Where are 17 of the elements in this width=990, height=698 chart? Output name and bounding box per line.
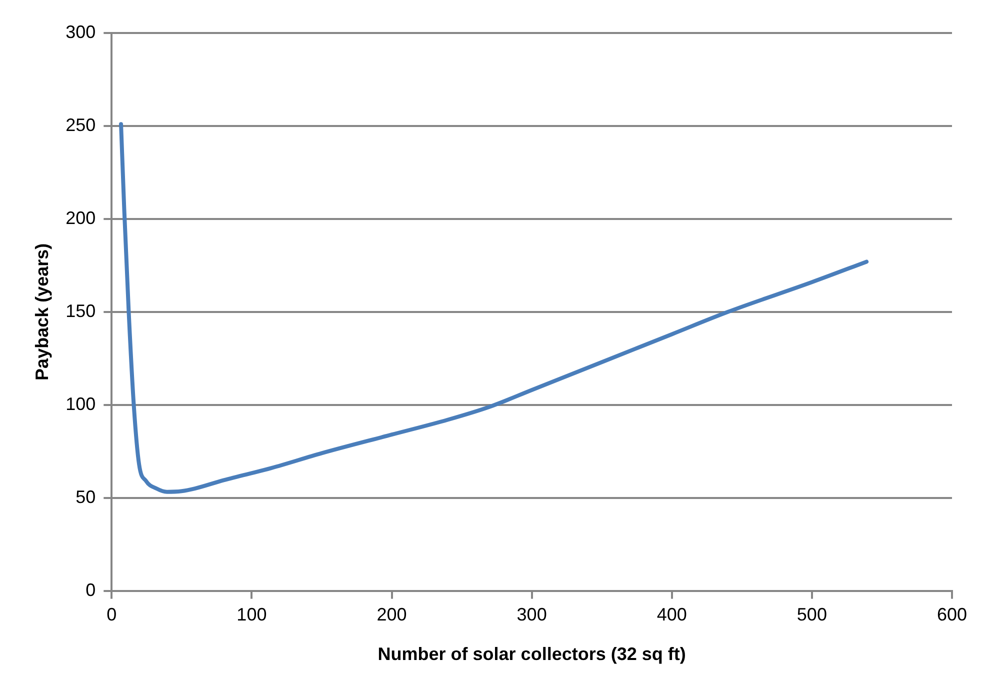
y-tick-label: 50	[76, 486, 96, 507]
x-axis-title: Number of solar collectors (32 sq ft)	[378, 644, 686, 664]
x-tick-label: 200	[376, 604, 407, 625]
y-tick-label: 200	[66, 208, 96, 228]
y-tick-label: 100	[66, 394, 96, 414]
x-tick-label: 400	[656, 604, 687, 625]
x-tick-label: 0	[106, 604, 117, 625]
y-tick-label: 250	[66, 114, 96, 135]
y-tick-label: 0	[86, 580, 96, 600]
line-series	[119, 122, 869, 494]
y-tick-label: 300	[66, 22, 96, 42]
x-tick-label: 300	[516, 604, 547, 625]
x-tick-label: 600	[936, 604, 968, 625]
y-tick-label: 150	[66, 300, 96, 321]
x-tick-label: 100	[236, 604, 267, 625]
y-axis-title: Payback (years)	[32, 243, 52, 380]
x-tick-label: 500	[796, 604, 827, 625]
